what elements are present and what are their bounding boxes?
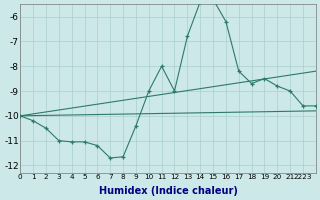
X-axis label: Humidex (Indice chaleur): Humidex (Indice chaleur) <box>99 186 237 196</box>
